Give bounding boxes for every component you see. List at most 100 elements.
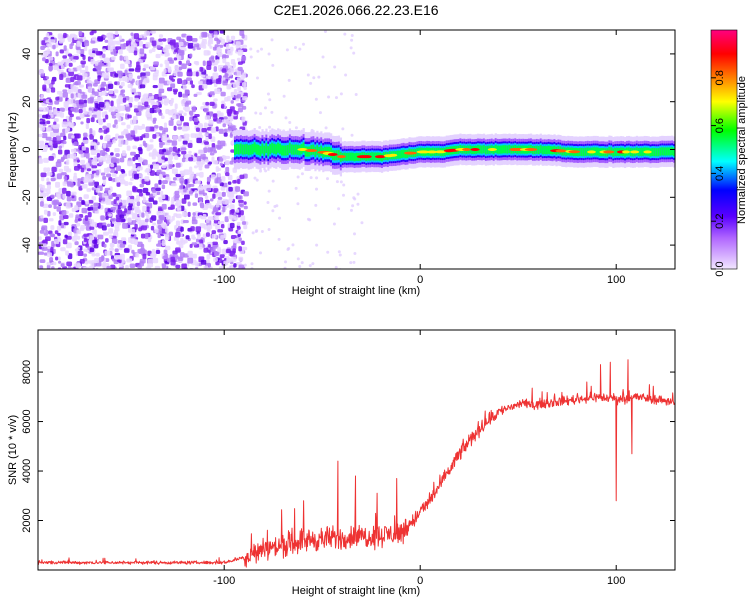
sparse-speckle (293, 45, 297, 49)
noise-speckle (70, 148, 77, 153)
noise-speckle (184, 158, 189, 162)
noise-speckle (156, 243, 163, 247)
noise-speckle (42, 84, 47, 90)
noise-speckle (240, 74, 246, 79)
noise-speckle (47, 210, 51, 217)
noise-speckle (63, 45, 67, 52)
noise-speckle (47, 184, 52, 190)
noise-speckle (105, 216, 109, 220)
noise-speckle (236, 221, 241, 227)
noise-speckle (155, 249, 161, 255)
noise-speckle (186, 35, 193, 42)
noise-speckle (233, 89, 238, 94)
snr-ylabel: SNR (10 * v/v) (7, 415, 19, 485)
noise-speckle (54, 132, 60, 137)
noise-speckle (104, 39, 109, 43)
noise-speckle (65, 77, 72, 83)
ridge-hotspot (374, 155, 386, 159)
noise-speckle (175, 231, 181, 238)
noise-speckle (57, 149, 63, 155)
sparse-speckle (337, 207, 341, 211)
noise-speckle (221, 100, 225, 105)
noise-speckle (199, 171, 204, 178)
noise-speckle (216, 144, 222, 150)
noise-speckle (206, 60, 212, 67)
noise-speckle (181, 150, 187, 155)
noise-speckle (222, 123, 226, 128)
spectrogram-ylabel: Frequency (Hz) (7, 112, 19, 188)
noise-speckle (212, 222, 218, 227)
noise-speckle (210, 127, 217, 133)
noise-speckle (41, 225, 48, 231)
noise-speckle (180, 147, 187, 151)
noise-speckle (241, 240, 245, 246)
noise-speckle (177, 136, 182, 142)
noise-speckle (58, 168, 64, 173)
ridge-hotspot (327, 152, 338, 156)
noise-speckle (177, 256, 184, 262)
noise-speckle (158, 125, 163, 131)
noise-speckle (149, 164, 154, 169)
noise-speckle (212, 113, 218, 118)
noise-speckle (55, 96, 60, 101)
noise-speckle (119, 202, 123, 207)
sparse-speckle (296, 257, 300, 261)
noise-speckle (50, 131, 56, 138)
noise-speckle (140, 233, 146, 239)
noise-speckle (43, 107, 49, 112)
ridge-band-4 (402, 149, 405, 158)
sparse-speckle (278, 216, 282, 220)
noise-speckle (41, 40, 46, 46)
ridge-band-4 (304, 146, 307, 157)
noise-speckle (165, 228, 169, 233)
noise-speckle (90, 117, 95, 123)
noise-speckle (175, 213, 182, 219)
noise-speckle (202, 83, 208, 89)
sparse-speckle (356, 202, 360, 206)
noise-speckle (101, 225, 107, 231)
noise-speckle (87, 158, 92, 164)
noise-speckle (58, 39, 64, 44)
sparse-speckle (296, 202, 300, 206)
noise-speckle (144, 71, 151, 76)
noise-speckle (208, 39, 213, 43)
noise-speckle (207, 224, 213, 230)
noise-speckle (200, 259, 207, 265)
noise-speckle (201, 31, 208, 38)
noise-speckle (162, 47, 169, 53)
ridge-hotspot (337, 155, 346, 159)
noise-speckle (197, 162, 203, 168)
noise-speckle (169, 219, 173, 223)
noise-speckle (162, 180, 168, 185)
noise-speckle (132, 185, 136, 192)
noise-speckle (207, 244, 211, 248)
noise-speckle (186, 77, 192, 81)
snr-ytick-label: 2000 (21, 508, 33, 532)
noise-speckle (39, 259, 46, 263)
noise-speckle (183, 133, 190, 138)
noise-speckle (168, 164, 173, 170)
noise-speckle (71, 207, 77, 212)
noise-speckle (228, 214, 233, 219)
noise-speckle (104, 250, 111, 256)
noise-speckle (162, 255, 168, 260)
noise-speckle (87, 97, 93, 104)
ridge-band-4 (281, 145, 284, 156)
noise-speckle (84, 220, 90, 226)
noise-speckle (71, 135, 75, 139)
noise-speckle (147, 258, 154, 264)
noise-speckle (105, 114, 109, 120)
noise-speckle (155, 191, 161, 195)
noise-speckle (155, 152, 160, 157)
sparse-speckle (352, 196, 356, 200)
noise-speckle (206, 187, 212, 192)
ridge-band-4 (288, 142, 292, 153)
noise-speckle (147, 263, 154, 268)
noise-speckle (243, 191, 249, 197)
noise-speckle (77, 218, 82, 222)
noise-speckle (196, 137, 202, 144)
noise-speckle (219, 258, 223, 264)
ridge-hotspot (524, 148, 538, 151)
sparse-speckle (260, 230, 264, 234)
noise-speckle (55, 256, 59, 261)
